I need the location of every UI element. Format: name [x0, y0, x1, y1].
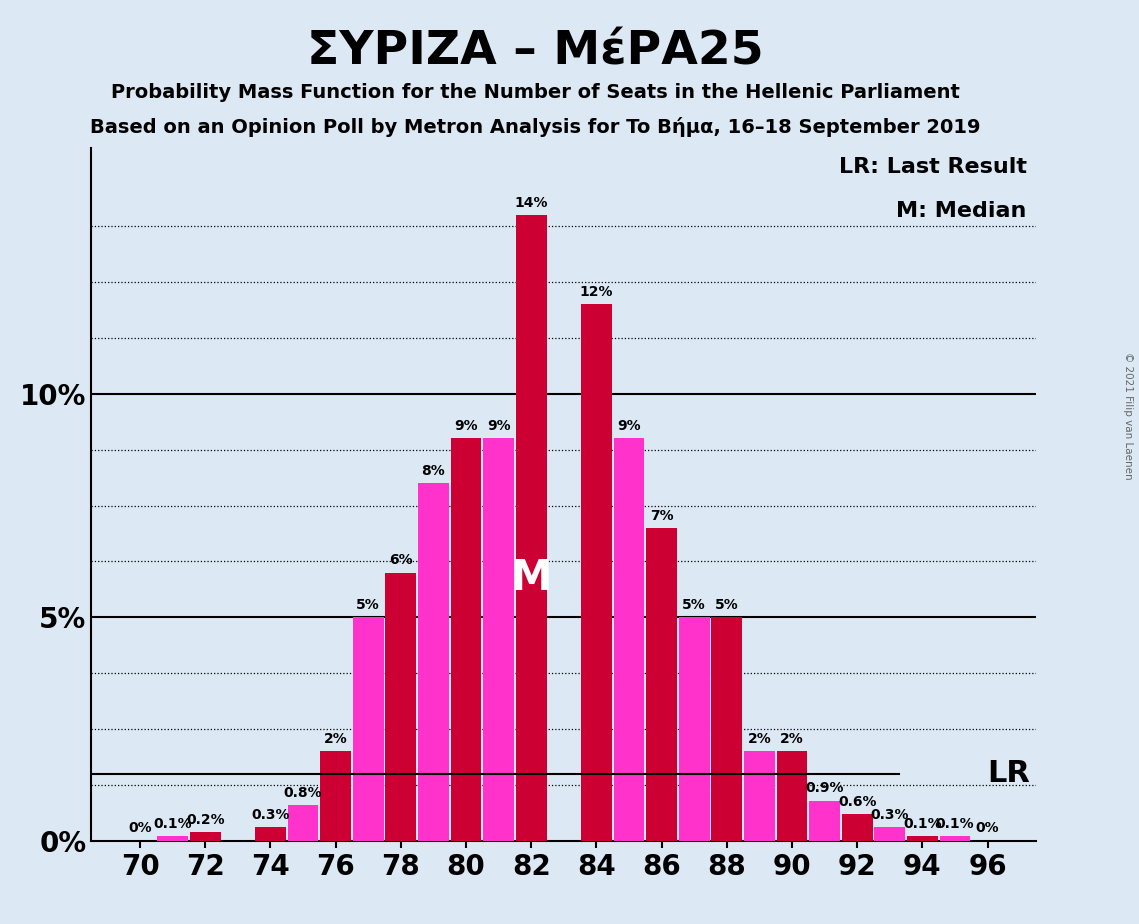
- Bar: [516, 215, 547, 841]
- Text: 0.6%: 0.6%: [838, 795, 876, 808]
- Bar: [287, 805, 319, 841]
- Bar: [157, 836, 188, 841]
- Text: 6%: 6%: [390, 553, 412, 567]
- Text: 8%: 8%: [421, 464, 445, 478]
- Bar: [190, 832, 221, 841]
- Text: 0.1%: 0.1%: [154, 817, 192, 831]
- Bar: [679, 617, 710, 841]
- Bar: [875, 827, 906, 841]
- Bar: [646, 528, 677, 841]
- Text: M: M: [510, 557, 552, 599]
- Text: © 2021 Filip van Laenen: © 2021 Filip van Laenen: [1123, 352, 1132, 480]
- Text: 0.3%: 0.3%: [252, 808, 289, 822]
- Bar: [744, 751, 775, 841]
- Text: Probability Mass Function for the Number of Seats in the Hellenic Parliament: Probability Mass Function for the Number…: [110, 83, 960, 103]
- Text: 0.3%: 0.3%: [870, 808, 909, 822]
- Text: 0.2%: 0.2%: [186, 812, 224, 827]
- Text: 2%: 2%: [780, 732, 804, 746]
- Bar: [320, 751, 351, 841]
- Bar: [809, 800, 841, 841]
- Text: ΣΥΡΙΖΑ – ΜέΡΑ25: ΣΥΡΙΖΑ – ΜέΡΑ25: [308, 30, 763, 75]
- Bar: [581, 304, 612, 841]
- Text: 2%: 2%: [747, 732, 771, 746]
- Text: 0.1%: 0.1%: [903, 817, 942, 831]
- Text: 9%: 9%: [617, 419, 641, 433]
- Text: 0%: 0%: [129, 821, 151, 835]
- Bar: [614, 439, 645, 841]
- Text: 9%: 9%: [486, 419, 510, 433]
- Text: 14%: 14%: [515, 196, 548, 210]
- Text: 5%: 5%: [682, 598, 706, 612]
- Bar: [483, 439, 514, 841]
- Text: LR: Last Result: LR: Last Result: [838, 157, 1026, 176]
- Bar: [418, 483, 449, 841]
- Bar: [777, 751, 808, 841]
- Bar: [255, 827, 286, 841]
- Text: 9%: 9%: [454, 419, 478, 433]
- Bar: [907, 836, 937, 841]
- Text: LR: LR: [988, 760, 1030, 788]
- Text: Based on an Opinion Poll by Metron Analysis for To Βήμα, 16–18 September 2019: Based on an Opinion Poll by Metron Analy…: [90, 117, 981, 138]
- Text: 2%: 2%: [323, 732, 347, 746]
- Text: 12%: 12%: [580, 285, 613, 299]
- Bar: [712, 617, 743, 841]
- Bar: [940, 836, 970, 841]
- Text: M: Median: M: Median: [896, 201, 1026, 222]
- Text: 5%: 5%: [357, 598, 380, 612]
- Text: 7%: 7%: [649, 508, 673, 522]
- Text: 5%: 5%: [715, 598, 739, 612]
- Bar: [385, 573, 416, 841]
- Bar: [842, 814, 872, 841]
- Text: 0%: 0%: [976, 821, 999, 835]
- Text: 0.8%: 0.8%: [284, 785, 322, 799]
- Bar: [451, 439, 482, 841]
- Bar: [353, 617, 384, 841]
- Text: 0.1%: 0.1%: [935, 817, 974, 831]
- Text: 0.9%: 0.9%: [805, 781, 844, 796]
